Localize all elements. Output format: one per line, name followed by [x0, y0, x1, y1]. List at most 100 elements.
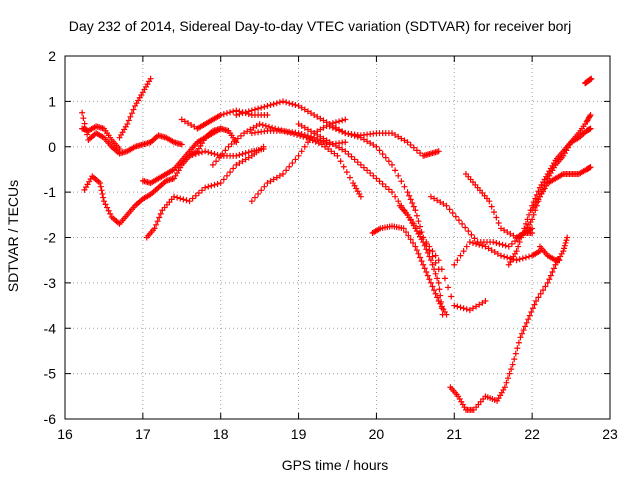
- data-point: [476, 301, 483, 308]
- data-point: [550, 265, 557, 272]
- series-pass-22: [447, 234, 571, 413]
- data-point: [437, 199, 444, 206]
- data-point: [494, 250, 501, 257]
- data-point: [223, 110, 230, 117]
- data-point: [413, 247, 420, 254]
- data-point: [317, 133, 324, 140]
- data-point: [370, 141, 377, 148]
- data-point: [519, 229, 526, 236]
- data-point: [499, 241, 506, 248]
- data-point: [448, 293, 455, 300]
- data-point: [379, 180, 386, 187]
- data-point: [516, 239, 523, 246]
- data-point: [505, 375, 512, 382]
- data-point: [379, 151, 386, 158]
- data-point: [486, 198, 493, 205]
- data-point: [79, 109, 86, 116]
- series-pass-16: [396, 202, 446, 318]
- series-pass-13: [248, 116, 349, 205]
- series-pass-17: [369, 223, 450, 318]
- data-point: [100, 194, 107, 201]
- series-pass-3: [79, 123, 123, 153]
- data-point: [276, 99, 283, 106]
- data-point: [523, 319, 530, 326]
- data-point: [317, 126, 324, 133]
- x-tick-label: 23: [602, 426, 618, 442]
- data-point: [432, 252, 439, 259]
- data-point: [188, 121, 195, 128]
- data-point: [311, 111, 318, 118]
- data-point: [540, 186, 547, 193]
- data-point: [248, 198, 255, 205]
- y-tick-label: -5: [44, 366, 57, 382]
- data-point: [107, 210, 114, 217]
- y-tick-label: -6: [44, 411, 57, 427]
- data-point: [199, 187, 206, 194]
- data-point: [587, 125, 594, 132]
- data-point: [513, 257, 520, 264]
- data-point: [245, 149, 252, 156]
- data-point: [348, 131, 355, 138]
- data-point: [511, 356, 518, 363]
- data-point: [220, 176, 227, 183]
- data-point: [214, 180, 221, 187]
- data-point: [236, 111, 243, 118]
- data-point: [441, 275, 448, 282]
- data-point: [382, 183, 389, 190]
- data-point: [345, 151, 352, 158]
- data-point: [236, 151, 243, 158]
- data-point: [401, 137, 408, 144]
- data-point: [364, 167, 371, 174]
- data-point: [424, 272, 431, 279]
- data-point: [432, 290, 439, 297]
- data-point: [298, 122, 305, 129]
- data-point: [468, 231, 475, 238]
- data-point: [395, 172, 402, 179]
- data-point: [314, 131, 321, 138]
- data-point: [205, 183, 212, 190]
- data-point: [440, 200, 447, 207]
- data-point: [479, 242, 486, 249]
- data-point: [230, 165, 237, 172]
- x-axis-label: GPS time / hours: [281, 457, 389, 473]
- data-point: [542, 283, 549, 290]
- data-point: [219, 151, 226, 158]
- data-point: [529, 229, 536, 236]
- data-point: [217, 111, 224, 118]
- data-point: [342, 139, 349, 146]
- data-point: [239, 158, 246, 165]
- series-pass-25: [529, 111, 594, 214]
- data-point: [253, 122, 260, 129]
- data-point: [301, 106, 308, 113]
- data-point: [329, 124, 336, 131]
- data-point: [248, 107, 255, 114]
- data-point: [262, 122, 269, 129]
- y-tick-label: -2: [44, 230, 57, 246]
- data-point: [395, 198, 402, 205]
- data-point: [431, 287, 438, 294]
- data-point: [522, 323, 529, 330]
- data-point: [320, 117, 327, 124]
- data-point: [520, 327, 527, 334]
- data-point: [116, 146, 123, 153]
- data-point: [429, 248, 436, 255]
- data-point: [434, 197, 441, 204]
- data-point: [227, 109, 234, 116]
- data-point: [473, 303, 480, 310]
- data-point: [522, 254, 529, 261]
- data-point: [343, 169, 350, 176]
- data-point: [178, 141, 185, 148]
- data-point: [587, 111, 594, 118]
- data-point: [233, 161, 240, 168]
- data-point: [186, 198, 193, 205]
- data-point: [509, 361, 516, 368]
- data-point: [329, 141, 336, 148]
- data-point: [392, 131, 399, 138]
- data-point: [351, 132, 358, 139]
- data-point: [251, 194, 258, 201]
- data-point: [270, 176, 277, 183]
- data-point: [413, 147, 420, 154]
- data-point: [130, 106, 137, 113]
- data-point: [289, 160, 296, 167]
- data-point: [426, 253, 433, 260]
